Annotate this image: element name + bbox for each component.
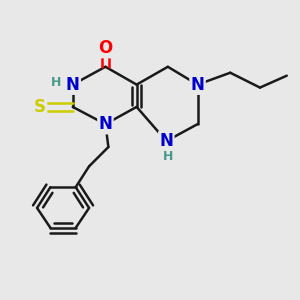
Text: N: N — [66, 76, 80, 94]
Text: H: H — [51, 76, 62, 89]
Text: N: N — [190, 76, 205, 94]
Text: N: N — [159, 132, 173, 150]
Text: N: N — [98, 115, 112, 133]
Text: O: O — [98, 39, 112, 57]
Text: S: S — [34, 98, 46, 116]
Text: H: H — [163, 150, 173, 163]
